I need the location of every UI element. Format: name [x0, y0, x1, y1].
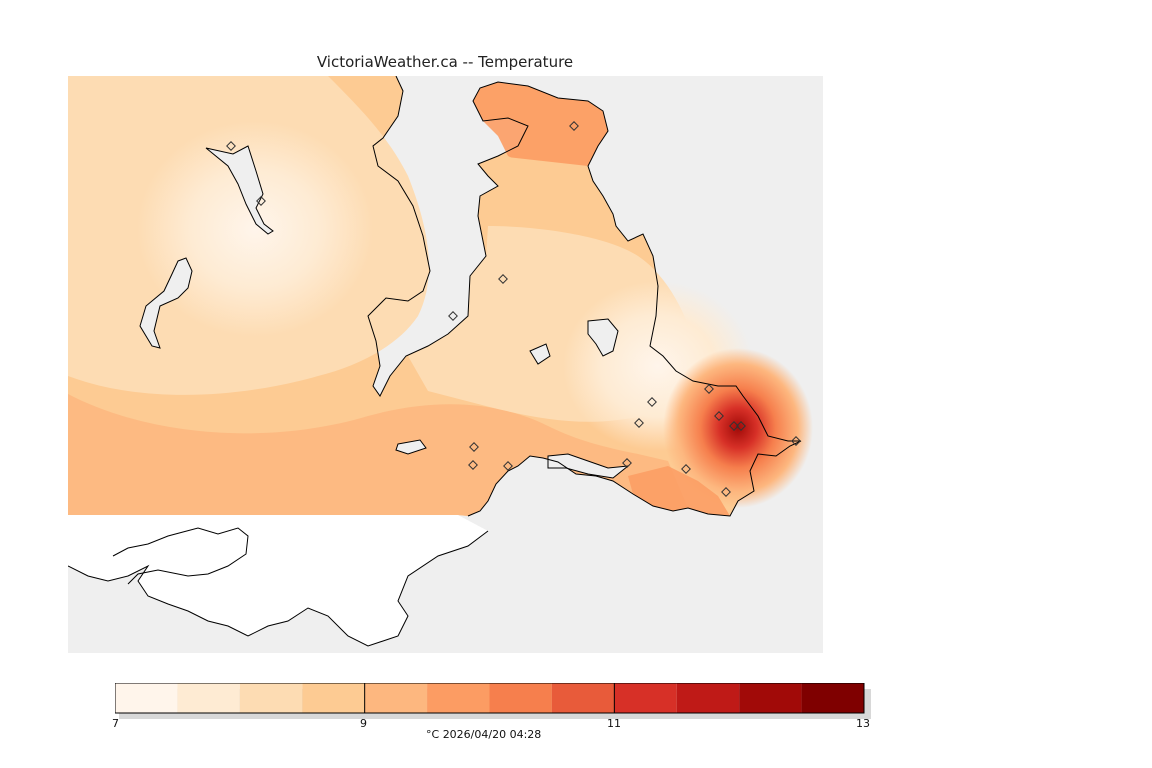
- station-marker: [448, 311, 458, 321]
- colorbar-bin: [302, 683, 365, 713]
- tick-label-7: 7: [112, 717, 119, 730]
- lake-narrow: [139, 257, 193, 349]
- colorbar-bin: [614, 683, 677, 713]
- station-marker: [498, 274, 508, 284]
- colorbar-bin: [239, 683, 303, 713]
- south-warm-area: [628, 466, 730, 516]
- station-marker: [681, 464, 691, 474]
- colorbar-bin: [177, 683, 240, 713]
- colorbar-bin: [489, 683, 552, 713]
- tick-label-13: 13: [856, 717, 870, 730]
- cool-west-pocket: [137, 121, 373, 337]
- station-markers: [226, 121, 801, 497]
- north-mid: [478, 156, 616, 228]
- coastline-south-west: [112, 527, 249, 585]
- map-title: VictoriaWeather.ca -- Temperature: [316, 53, 574, 71]
- colorbar-bins: [115, 683, 864, 713]
- legend-caption: °C 2026/04/20 04:28: [426, 728, 541, 741]
- station-marker: [469, 442, 479, 452]
- station-marker: [503, 461, 513, 471]
- timestamp: 2026/04/20 04:28: [442, 728, 542, 741]
- station-marker: [791, 436, 801, 446]
- warm-band: [68, 394, 688, 516]
- tick-label-9: 9: [360, 717, 367, 730]
- colorbar: [115, 683, 871, 719]
- landmass-south: [68, 515, 488, 646]
- temperature-map: [68, 76, 823, 653]
- colorbar-ticks: [115, 683, 865, 713]
- lake-long: [205, 145, 274, 235]
- coastline-west: [367, 76, 802, 517]
- colorbar-bin: [801, 683, 864, 713]
- colorbar-bin: [427, 683, 490, 713]
- unit-label: °C: [426, 728, 440, 741]
- station-marker: [256, 196, 266, 206]
- station-marker: [622, 458, 632, 468]
- station-marker: [704, 384, 714, 394]
- station-marker: [647, 397, 657, 407]
- station-marker: [468, 460, 478, 470]
- station-marker: [714, 411, 724, 421]
- coastline-south: [68, 530, 489, 647]
- station-marker: [729, 421, 739, 431]
- tick-label-11: 11: [607, 717, 621, 730]
- colorbar-bin: [739, 683, 802, 713]
- inner-harbour: [547, 453, 630, 479]
- station-marker: [569, 121, 579, 131]
- north-warm: [473, 82, 608, 171]
- station-marker: [736, 421, 746, 431]
- colorbar-bin: [115, 683, 178, 713]
- colorbar-bin: [676, 683, 740, 713]
- hot-spot: [663, 348, 813, 508]
- station-marker: [226, 141, 236, 151]
- inlet-west: [395, 439, 427, 455]
- island-saanich: [587, 318, 619, 357]
- colorbar-bin: [551, 683, 615, 713]
- island-small: [529, 343, 551, 365]
- station-marker: [721, 487, 731, 497]
- colorbar-bin: [364, 683, 428, 713]
- station-marker: [634, 418, 644, 428]
